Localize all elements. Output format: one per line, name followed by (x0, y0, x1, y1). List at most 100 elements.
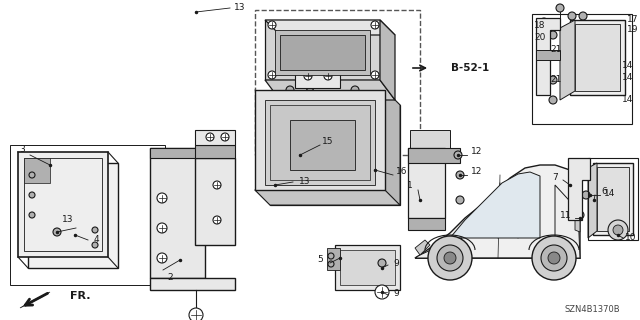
Text: FR.: FR. (70, 291, 90, 301)
Circle shape (328, 261, 334, 267)
Circle shape (268, 161, 276, 169)
Bar (335, 245, 400, 290)
Text: 21: 21 (550, 45, 562, 54)
Text: 14: 14 (622, 95, 634, 105)
Polygon shape (575, 24, 620, 91)
Bar (532, 14, 632, 124)
Text: 13: 13 (234, 4, 246, 12)
Circle shape (571, 164, 579, 172)
Circle shape (268, 71, 276, 79)
Circle shape (268, 136, 276, 144)
Circle shape (454, 151, 462, 159)
Text: 17: 17 (627, 15, 639, 25)
Polygon shape (295, 65, 340, 88)
Bar (10, 145, 165, 285)
Polygon shape (597, 167, 629, 231)
Circle shape (549, 51, 557, 59)
Circle shape (437, 245, 463, 271)
Circle shape (579, 12, 587, 20)
Text: B-52-1: B-52-1 (451, 63, 489, 73)
Circle shape (549, 76, 557, 84)
Circle shape (456, 196, 464, 204)
Polygon shape (568, 158, 590, 220)
Polygon shape (270, 105, 370, 180)
Text: 7: 7 (552, 173, 558, 182)
Polygon shape (150, 148, 205, 278)
Polygon shape (265, 20, 395, 35)
Polygon shape (536, 50, 560, 60)
Text: 20: 20 (534, 34, 546, 43)
Text: 12: 12 (471, 148, 483, 156)
Circle shape (378, 259, 386, 267)
Polygon shape (588, 163, 597, 238)
Bar (588, 158, 638, 240)
Polygon shape (20, 292, 50, 308)
Text: 3: 3 (19, 146, 25, 155)
Polygon shape (415, 238, 462, 258)
Polygon shape (327, 248, 340, 270)
Circle shape (304, 72, 312, 80)
Circle shape (192, 311, 200, 319)
Text: 9: 9 (393, 259, 399, 268)
Circle shape (157, 223, 167, 233)
Circle shape (371, 21, 379, 29)
Circle shape (206, 133, 214, 141)
Polygon shape (575, 210, 580, 232)
Text: 14: 14 (622, 60, 634, 69)
Polygon shape (408, 218, 445, 230)
Polygon shape (265, 20, 380, 80)
Circle shape (371, 71, 379, 79)
Polygon shape (265, 100, 375, 185)
Polygon shape (150, 278, 235, 290)
Circle shape (189, 308, 203, 320)
Text: 18: 18 (534, 20, 546, 29)
Polygon shape (195, 145, 235, 158)
Circle shape (213, 216, 221, 224)
Polygon shape (385, 90, 400, 205)
Circle shape (29, 212, 35, 218)
Polygon shape (415, 240, 430, 255)
Circle shape (444, 252, 456, 264)
Circle shape (328, 253, 334, 259)
Text: 13: 13 (300, 178, 311, 187)
Text: 11: 11 (560, 212, 572, 220)
Circle shape (286, 86, 294, 94)
Text: 10: 10 (625, 233, 637, 242)
Polygon shape (380, 20, 395, 100)
Circle shape (613, 225, 623, 235)
Text: 13: 13 (62, 215, 74, 225)
Polygon shape (195, 158, 235, 245)
Polygon shape (290, 120, 355, 170)
Circle shape (549, 31, 557, 39)
Polygon shape (255, 90, 385, 190)
Polygon shape (150, 148, 205, 158)
Circle shape (364, 161, 372, 169)
Circle shape (53, 228, 61, 236)
Text: 15: 15 (323, 138, 333, 147)
Text: 12: 12 (471, 167, 483, 177)
Text: 21: 21 (550, 76, 562, 84)
Text: 19: 19 (627, 26, 639, 35)
Polygon shape (275, 30, 370, 75)
Text: 2: 2 (167, 274, 173, 283)
Circle shape (556, 4, 564, 12)
Circle shape (456, 171, 464, 179)
Bar (24, 158, 102, 251)
Circle shape (549, 96, 557, 104)
Text: SZN4B1370B: SZN4B1370B (564, 306, 620, 315)
Polygon shape (410, 130, 450, 148)
Circle shape (213, 181, 221, 189)
Circle shape (157, 193, 167, 203)
Polygon shape (270, 105, 400, 205)
Circle shape (608, 220, 628, 240)
Text: 9: 9 (393, 289, 399, 298)
Text: 14: 14 (604, 188, 616, 197)
Circle shape (29, 192, 35, 198)
Polygon shape (265, 80, 395, 100)
Polygon shape (555, 185, 580, 258)
Text: 4: 4 (93, 236, 99, 244)
Bar (255, 10, 420, 155)
Polygon shape (195, 130, 235, 145)
Circle shape (268, 111, 276, 119)
Polygon shape (408, 148, 460, 163)
